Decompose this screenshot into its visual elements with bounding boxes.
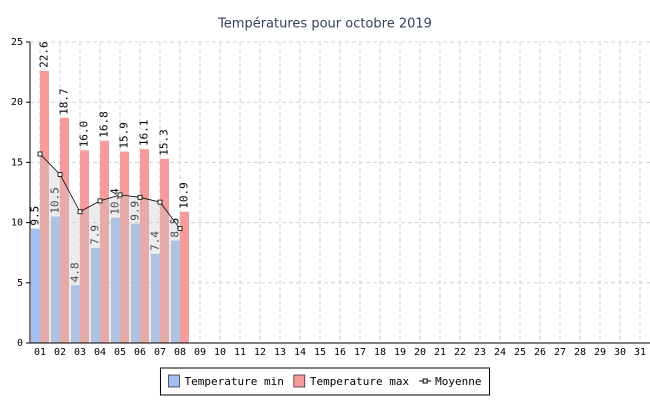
x-tick-label: 01 bbox=[34, 347, 46, 358]
data-label: 9.9 bbox=[129, 201, 142, 221]
x-tick-label: 23 bbox=[474, 347, 486, 358]
area bbox=[40, 153, 180, 343]
bar bbox=[40, 70, 49, 344]
bar bbox=[100, 140, 109, 343]
y-tick-label: 15 bbox=[11, 157, 23, 168]
marker bbox=[77, 209, 83, 215]
bar bbox=[151, 253, 160, 343]
legend-swatch bbox=[168, 374, 180, 388]
legend: Temperature min Temperature max Moyenne bbox=[159, 367, 491, 396]
marker bbox=[157, 199, 163, 205]
x-tick-label: 04 bbox=[94, 347, 106, 358]
marker bbox=[177, 226, 183, 232]
data-label: 15.9 bbox=[118, 122, 131, 149]
x-tick-label: 02 bbox=[54, 347, 66, 358]
x-tick-label: 11 bbox=[234, 347, 246, 358]
x-tick-label: 24 bbox=[494, 347, 506, 358]
bar bbox=[31, 228, 40, 343]
y-tick-label: 20 bbox=[11, 97, 23, 108]
x-tick-label: 16 bbox=[334, 347, 346, 358]
data-label: 9.5 bbox=[29, 206, 42, 226]
data-label: 22.6 bbox=[38, 41, 51, 68]
bar bbox=[111, 217, 120, 343]
data-label: 10.5 bbox=[49, 187, 62, 214]
x-tick-label: 07 bbox=[154, 347, 166, 358]
legend-marker bbox=[422, 378, 428, 384]
x-tick-label: 25 bbox=[514, 347, 526, 358]
x-tick-label: 08 bbox=[174, 347, 186, 358]
x-tick-label: 22 bbox=[454, 347, 466, 358]
y-tick-label: 5 bbox=[17, 278, 23, 289]
data-label: 8.5 bbox=[169, 218, 182, 238]
data-label: 16.1 bbox=[138, 120, 151, 147]
legend-box bbox=[159, 367, 491, 396]
chart-title: Températures pour octobre 2019 bbox=[217, 17, 432, 32]
x-tick-label: 05 bbox=[114, 347, 126, 358]
data-label: 16.0 bbox=[78, 121, 91, 148]
x-tick-label: 03 bbox=[74, 347, 86, 358]
legend-swatch bbox=[293, 374, 306, 388]
x-tick-label: 29 bbox=[594, 347, 606, 358]
x-tick-label: 20 bbox=[414, 347, 426, 358]
x-tick-label: 13 bbox=[274, 347, 286, 358]
legend-item: Moyenne bbox=[419, 375, 482, 388]
marker bbox=[57, 172, 63, 177]
y-tick-label: 10 bbox=[11, 218, 23, 229]
legend-label: Temperature max bbox=[310, 375, 410, 388]
bar bbox=[80, 150, 89, 343]
y-tick-label: 25 bbox=[11, 37, 23, 48]
data-label: 7.4 bbox=[149, 231, 162, 251]
data-label: 7.9 bbox=[89, 225, 102, 245]
x-tick-label: 15 bbox=[314, 347, 326, 358]
x-tick-label: 27 bbox=[554, 347, 566, 358]
bar bbox=[160, 158, 169, 343]
x-tick-label: 06 bbox=[134, 347, 146, 358]
marker bbox=[37, 151, 43, 157]
x-tick-label: 17 bbox=[354, 347, 366, 358]
x-tick-label: 31 bbox=[634, 347, 646, 358]
line bbox=[39, 153, 181, 229]
bar bbox=[91, 247, 100, 343]
data-label: 16.8 bbox=[98, 111, 111, 138]
x-tick-label: 09 bbox=[194, 347, 206, 358]
bar bbox=[131, 223, 140, 343]
data-label: 18.7 bbox=[58, 88, 71, 115]
data-label: 15.3 bbox=[158, 129, 171, 156]
bar bbox=[51, 216, 60, 343]
bar bbox=[140, 149, 149, 343]
x-tick-label: 21 bbox=[434, 347, 446, 358]
x-tick-label: 18 bbox=[374, 347, 386, 358]
marker bbox=[117, 192, 123, 198]
x-tick-label: 30 bbox=[614, 347, 626, 358]
x-tick-label: 10 bbox=[214, 347, 226, 358]
legend-label: Moyenne bbox=[435, 375, 481, 388]
x-tick-label: 26 bbox=[534, 347, 546, 358]
x-tick-label: 12 bbox=[254, 347, 266, 358]
legend-item: Temperature min bbox=[168, 374, 284, 388]
data-label: 10.9 bbox=[178, 182, 191, 209]
legend-item: Temperature max bbox=[293, 374, 410, 388]
x-tick-label: 19 bbox=[394, 347, 406, 358]
bar bbox=[120, 151, 129, 343]
bar bbox=[171, 240, 180, 343]
y-tick-label: 0 bbox=[17, 338, 23, 349]
bar bbox=[180, 211, 189, 343]
bar bbox=[60, 117, 69, 344]
x-tick-label: 14 bbox=[294, 347, 306, 358]
bar bbox=[71, 285, 80, 343]
marker bbox=[97, 198, 103, 204]
marker bbox=[137, 194, 143, 200]
x-tick-label: 28 bbox=[574, 347, 586, 358]
legend-label: Temperature min bbox=[184, 375, 283, 388]
data-label: 4.8 bbox=[69, 262, 82, 282]
